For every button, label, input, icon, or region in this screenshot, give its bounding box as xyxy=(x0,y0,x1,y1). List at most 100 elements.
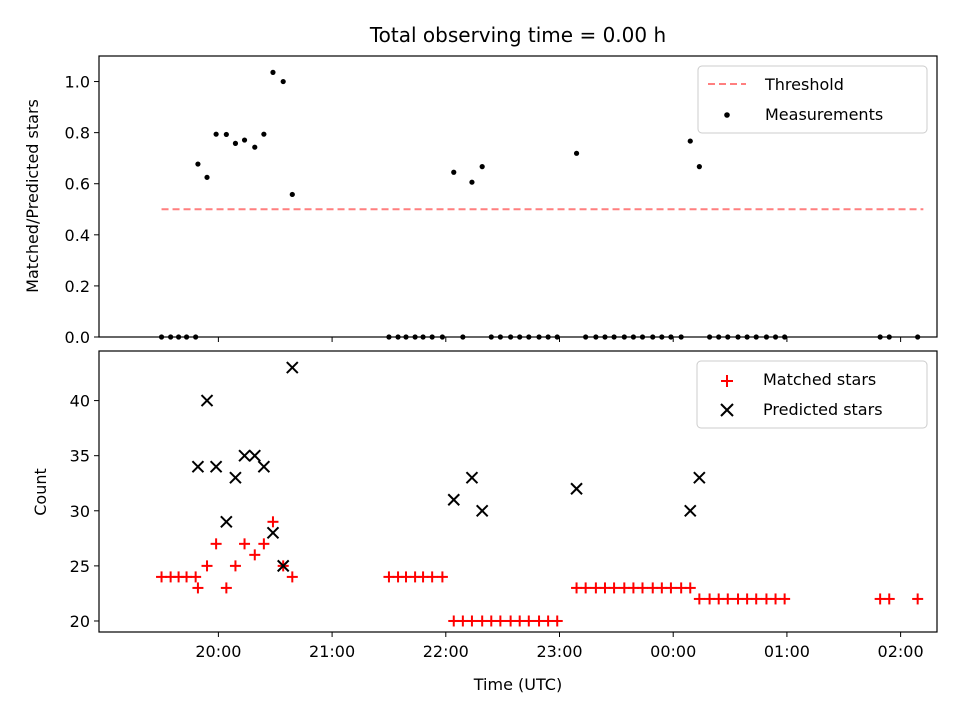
bottom-y-axis-label: Count xyxy=(31,468,50,516)
legend-predicted-marker xyxy=(720,403,734,417)
top-y-tick-label: 0.8 xyxy=(65,124,90,143)
predicted-star-point xyxy=(191,460,205,473)
top-y-tick-label: 0.4 xyxy=(65,226,90,245)
top-legend-box xyxy=(697,65,928,134)
top-y-tick-label: 1.0 xyxy=(65,73,90,92)
matched-star-point xyxy=(426,571,438,583)
predicted-star-point xyxy=(238,449,251,462)
matched-star-point xyxy=(637,582,649,594)
measurement-point xyxy=(687,138,693,144)
bottom-y-ticks: 20 25 30 35 40 xyxy=(70,392,99,631)
matched-star-point xyxy=(580,582,592,594)
bottom-y-tick-label: 30 xyxy=(70,502,90,521)
top-y-tick-label: 0.2 xyxy=(65,277,90,296)
matched-star-point xyxy=(523,615,535,627)
matched-star-point xyxy=(249,549,261,561)
predicted-star-point xyxy=(209,460,223,473)
bottom-x-tick-label: 22:00 xyxy=(423,642,469,661)
matched-star-point xyxy=(190,571,202,583)
matched-star-point xyxy=(912,593,924,605)
measurement-point xyxy=(280,78,286,85)
matched-star-point xyxy=(883,593,895,605)
matched-star-point xyxy=(239,538,251,550)
legend-measurements-label: Measurements xyxy=(765,105,883,124)
legend-predicted-label: Predicted stars xyxy=(763,400,883,419)
measurement-point xyxy=(261,131,267,137)
predicted-star-point xyxy=(570,482,583,495)
matched-star-point xyxy=(286,571,298,583)
legend-matched-label: Matched stars xyxy=(763,370,876,389)
matched-star-point xyxy=(608,582,620,594)
matched-star-point xyxy=(258,538,270,550)
bottom-x-tick-label: 20:00 xyxy=(195,642,241,661)
legend-measurements-marker xyxy=(724,112,730,118)
top-legend: Threshold Measurements xyxy=(697,65,928,134)
measurement-point xyxy=(213,131,219,137)
bottom-x-ticks: 20:00 21:00 22:00 23:00 00:00 01:00 02:00 xyxy=(195,632,924,661)
matched-star-point xyxy=(267,516,279,528)
top-axes-frame xyxy=(98,55,938,338)
bottom-y-tick-label: 20 xyxy=(70,612,90,631)
predicted-star-point xyxy=(229,471,242,484)
measurement-point xyxy=(241,137,248,143)
x-axis-label: Time (UTC) xyxy=(473,675,562,694)
predicted-star-point xyxy=(684,504,697,517)
matched-star-point xyxy=(779,593,791,605)
matched-star-point xyxy=(210,538,222,550)
top-y-tick-label: 0.0 xyxy=(65,328,90,347)
predicted-star-point xyxy=(200,394,214,407)
measurement-point xyxy=(289,191,295,198)
predicted-star-point xyxy=(447,493,460,506)
measurement-point xyxy=(469,179,475,185)
predicted-star-point xyxy=(257,460,271,473)
bottom-legend: Matched stars Predicted stars xyxy=(696,360,928,429)
predicted-star-point xyxy=(220,515,233,529)
matched-star-point xyxy=(201,560,213,572)
bottom-x-tick-label: 00:00 xyxy=(650,642,696,661)
matched-star-point xyxy=(466,615,478,627)
bottom-axes-frame xyxy=(98,350,938,633)
bottom-x-tick-label: 23:00 xyxy=(536,642,582,661)
measurement-point xyxy=(451,169,457,175)
legend-threshold-label: Threshold xyxy=(764,75,844,94)
measurement-point xyxy=(252,144,258,150)
top-y-ticks: 0.0 0.2 0.4 0.6 0.8 1.0 xyxy=(65,73,99,347)
predicted-star-point xyxy=(465,471,479,484)
matched-star-point xyxy=(494,615,506,627)
matched-star-point xyxy=(665,582,677,594)
measurement-point xyxy=(696,164,702,170)
measurement-point xyxy=(479,164,485,170)
matched-star-point xyxy=(722,593,734,605)
bottom-panel: 20 25 30 35 40 20:00 21:00 22:00 23:00 00:00 01:0… xyxy=(31,350,938,694)
matched-star-point xyxy=(192,582,204,594)
predicted-star-point xyxy=(475,504,489,517)
matched-star-point xyxy=(220,582,232,594)
measurement-point xyxy=(573,150,580,156)
top-x-ticks xyxy=(217,337,902,342)
legend-matched-marker xyxy=(721,375,733,387)
matched-star-point xyxy=(229,560,241,572)
predicted-star-point xyxy=(266,526,280,540)
measurement-point xyxy=(270,69,276,75)
bottom-y-tick-label: 35 xyxy=(70,447,90,466)
matched-star-point xyxy=(750,593,762,605)
bottom-x-tick-label: 01:00 xyxy=(764,642,810,661)
predicted-star-point xyxy=(248,449,261,462)
matched-star-point xyxy=(551,615,563,627)
predicted-star-point xyxy=(276,559,290,573)
bottom-x-tick-label: 02:00 xyxy=(878,642,924,661)
top-panel: Total observing time = 0.00 h 0.00.20.40… xyxy=(23,23,938,347)
bottom-x-tick-label: 21:00 xyxy=(309,642,355,661)
matched-star-point xyxy=(693,593,705,605)
top-y-axis-label: Matched/Predicted stars xyxy=(23,99,42,293)
measurement-point xyxy=(195,161,201,167)
measurement-point xyxy=(223,131,229,138)
bottom-y-tick-label: 25 xyxy=(70,557,90,576)
measurement-point xyxy=(232,140,239,146)
bottom-marks xyxy=(156,361,924,627)
top-y-tick-label: 0.6 xyxy=(65,175,90,194)
measurement-point xyxy=(204,174,210,180)
bottom-legend-box xyxy=(696,360,928,429)
matched-star-point xyxy=(436,571,448,583)
